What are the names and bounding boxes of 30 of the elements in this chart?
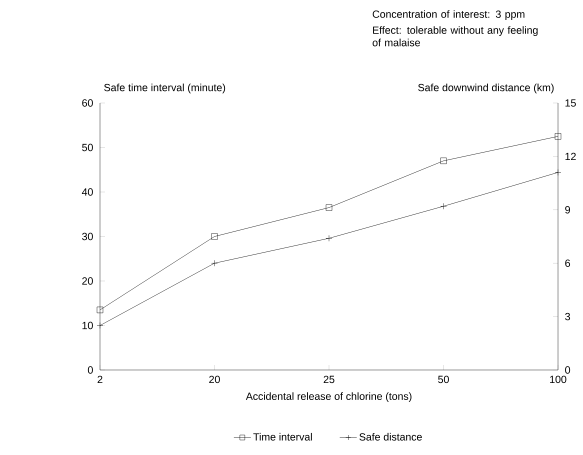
y2-tick-label: 15 xyxy=(565,99,576,107)
y-tick-label: 30 xyxy=(82,232,93,240)
text: Effect: tolerable without any feeling of malaise xyxy=(372,26,538,46)
x-axis-title: Accidental release of chlorine (tons) xyxy=(246,392,412,402)
point xyxy=(440,158,447,164)
y2-tick-label: 9 xyxy=(565,206,570,214)
x-tick-label: 100 xyxy=(550,376,566,384)
y-tick-label: 20 xyxy=(82,277,93,285)
x-tick-label: 25 xyxy=(324,376,334,384)
y-tick-label: 60 xyxy=(82,99,93,107)
y-axis-title: Safe time interval (minute) xyxy=(104,84,226,94)
y-tick-label: 10 xyxy=(82,322,93,330)
y2-tick-label: 12 xyxy=(565,152,576,160)
point xyxy=(554,133,562,140)
y2-tick-label: 0 xyxy=(565,366,570,374)
y-tick-label: 0 xyxy=(88,366,93,374)
x-tick-label: 2 xyxy=(98,376,102,383)
point xyxy=(211,233,218,240)
text: Concentration of interest: 3 ppm xyxy=(372,10,524,20)
y2-tick-label: 6 xyxy=(565,260,570,267)
legend-label: Safe distance xyxy=(359,432,422,441)
y2-axis-title: Safe downwind distance (km) xyxy=(418,84,554,94)
point xyxy=(326,204,332,211)
x-tick-label: 20 xyxy=(209,376,220,384)
y-tick-label: 40 xyxy=(82,188,93,196)
point xyxy=(96,306,104,314)
y-tick-label: 50 xyxy=(82,144,93,152)
y2-tick-label: 3 xyxy=(565,312,570,320)
x-tick-label: 50 xyxy=(438,376,449,384)
legend-label: Time interval xyxy=(253,432,312,441)
